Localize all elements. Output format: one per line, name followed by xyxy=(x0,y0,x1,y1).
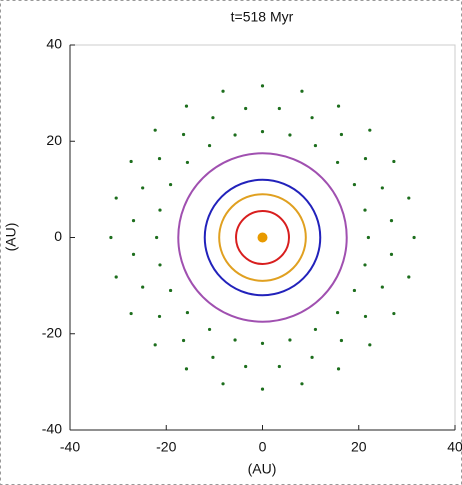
y-tick-label: 20 xyxy=(46,132,62,148)
particle xyxy=(181,338,186,343)
chart-title: t=518 Myr xyxy=(231,9,294,25)
particle xyxy=(260,387,265,391)
particle xyxy=(184,104,189,108)
particle xyxy=(207,327,212,332)
particle xyxy=(221,89,225,93)
particle xyxy=(407,196,411,200)
particle xyxy=(131,219,136,223)
particle xyxy=(277,364,281,369)
particle xyxy=(380,285,384,289)
particle xyxy=(389,252,394,256)
particle xyxy=(352,288,357,293)
particle xyxy=(336,367,341,371)
particle xyxy=(313,327,318,332)
orbit xyxy=(203,178,322,297)
particle xyxy=(313,143,318,148)
orbit xyxy=(177,152,348,323)
x-tick-label: -20 xyxy=(156,439,176,455)
particle xyxy=(157,314,162,319)
particle xyxy=(392,311,396,316)
star xyxy=(257,232,268,243)
particle xyxy=(168,182,173,187)
particle xyxy=(339,338,344,343)
particle xyxy=(407,275,411,279)
particle xyxy=(412,235,416,240)
particle xyxy=(392,159,396,164)
particle xyxy=(310,116,314,120)
particle xyxy=(153,128,157,132)
particle xyxy=(114,196,118,200)
particle xyxy=(221,382,225,386)
orbit xyxy=(235,210,290,265)
particle xyxy=(363,263,367,267)
particle xyxy=(181,132,186,137)
x-axis-label: (AU) xyxy=(248,461,277,477)
particle xyxy=(141,285,145,289)
particle xyxy=(288,338,292,342)
particle xyxy=(352,182,357,187)
particle xyxy=(155,235,159,240)
particle xyxy=(158,263,162,267)
particle xyxy=(277,106,281,111)
particle xyxy=(109,235,113,240)
x-tick-label: 20 xyxy=(351,439,367,455)
particle xyxy=(363,314,368,319)
particle xyxy=(244,106,248,111)
particle xyxy=(244,364,248,369)
particle xyxy=(339,132,344,137)
particle xyxy=(363,156,368,161)
particle xyxy=(336,104,341,108)
particle xyxy=(158,208,162,212)
particle xyxy=(389,219,394,223)
particle xyxy=(368,128,372,132)
particle xyxy=(368,343,372,347)
particle xyxy=(380,186,384,190)
particle xyxy=(300,382,304,386)
particle xyxy=(114,275,118,279)
particle xyxy=(211,116,215,120)
particle xyxy=(185,310,190,315)
y-tick-label: -40 xyxy=(42,421,62,437)
particle xyxy=(141,186,145,190)
y-tick-label: -20 xyxy=(42,324,62,340)
particle xyxy=(335,160,340,165)
particle xyxy=(233,133,237,137)
particle xyxy=(131,252,136,256)
particle xyxy=(185,160,190,165)
particle xyxy=(260,341,265,345)
x-tick-label: -40 xyxy=(60,439,80,455)
particle xyxy=(129,159,133,164)
particle xyxy=(366,235,370,240)
particle xyxy=(207,143,212,148)
particle xyxy=(211,355,215,359)
particle xyxy=(300,89,304,93)
particle xyxy=(310,355,314,359)
x-tick-label: 0 xyxy=(259,439,267,455)
particle xyxy=(153,343,157,347)
orbit xyxy=(218,193,307,282)
y-tick-label: 40 xyxy=(46,36,62,52)
particle xyxy=(157,156,162,161)
particle xyxy=(288,133,292,137)
particle xyxy=(335,310,340,315)
particle xyxy=(184,367,189,371)
particle xyxy=(168,288,173,293)
x-tick-label: 40 xyxy=(447,439,462,455)
particle xyxy=(260,84,265,88)
particle xyxy=(233,338,237,342)
particle xyxy=(129,311,133,316)
particle xyxy=(363,208,367,212)
y-tick-label: 0 xyxy=(54,228,62,244)
particle xyxy=(260,130,265,134)
y-axis-label: (AU) xyxy=(3,223,19,252)
